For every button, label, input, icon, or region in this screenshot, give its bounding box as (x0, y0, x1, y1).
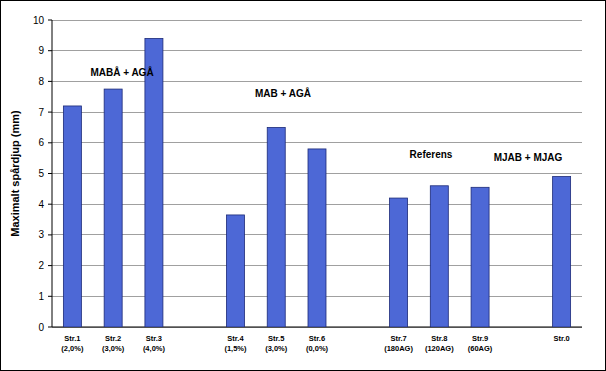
category-label: Str.6(0,0%) (306, 334, 329, 353)
chart: 012345678910Str.1(2,0%)Str.2(3,0%)Str.3(… (0, 0, 606, 371)
category-line: Str.0 (553, 334, 569, 343)
category-line: (3,0%) (265, 344, 288, 353)
grid-line (52, 112, 582, 113)
category-label: Str.5(3,0%) (265, 334, 288, 353)
category-label: Str.3(4,0%) (143, 334, 166, 353)
bar (390, 198, 408, 327)
bar (553, 177, 571, 327)
category-line: Str.4 (227, 334, 244, 343)
bar (308, 149, 326, 327)
category-label: Str.0 (553, 334, 569, 343)
tick-label: 8 (38, 76, 44, 87)
tick-label: 2 (38, 260, 44, 271)
category-line: (2,0%) (61, 344, 84, 353)
tick-label: 10 (33, 15, 45, 26)
tick (48, 81, 52, 82)
category-label: Str.7(180AG) (384, 334, 413, 353)
category-line: (4,0%) (143, 344, 166, 353)
category-label: Str.2(3,0%) (102, 334, 125, 353)
category-line: Str.3 (146, 334, 162, 343)
category-line: Str.2 (105, 334, 121, 343)
category-line: Str.7 (390, 334, 406, 343)
grid-line (52, 142, 582, 143)
tick (48, 204, 52, 205)
bar (267, 127, 285, 327)
category-label: Str.1(2,0%) (61, 334, 84, 353)
tick (48, 20, 52, 21)
bar (145, 38, 163, 327)
category-line: (3,0%) (102, 344, 125, 353)
category-line: Str.1 (64, 334, 80, 343)
tick-label: 3 (38, 229, 44, 240)
annotation: Referens (410, 149, 453, 160)
annotation: MAB + AGÅ (255, 87, 311, 99)
category-line: Str.9 (472, 334, 488, 343)
tick-label: 4 (38, 199, 44, 210)
category-label: Str.4(1,5%) (224, 334, 247, 353)
grid-line (52, 20, 582, 21)
bar (471, 187, 489, 327)
tick-label: 9 (38, 45, 44, 56)
category-line: Str.6 (309, 334, 325, 343)
bar (63, 106, 81, 327)
category-label: Str.8(120AG) (425, 334, 454, 353)
tick (48, 50, 52, 51)
tick (48, 234, 52, 235)
y-axis-label: Maximalt spårdjup (mm) (9, 110, 21, 237)
category-line: (180AG) (384, 344, 413, 353)
tick-label: 0 (38, 322, 44, 333)
bar (226, 215, 244, 327)
tick-label: 1 (38, 291, 44, 302)
grid-line (52, 50, 582, 51)
tick-label: 6 (38, 137, 44, 148)
category-line: Str.5 (268, 334, 284, 343)
bars (63, 38, 570, 327)
tick (48, 142, 52, 143)
category-line: (0,0%) (306, 344, 329, 353)
bar (430, 186, 448, 327)
border (1, 1, 606, 371)
tick (48, 327, 52, 328)
y-axis (52, 20, 53, 327)
tick-label: 5 (38, 168, 44, 179)
tick (48, 265, 52, 266)
category-line: (60AG) (468, 344, 493, 353)
annotation: MABÅ + AGÅ (90, 66, 153, 78)
tick-label: 7 (38, 107, 44, 118)
category-line: Str.8 (431, 334, 447, 343)
annotation: MJAB + MJAG (494, 152, 563, 163)
tick (48, 173, 52, 174)
grid-line (52, 81, 582, 82)
category-line: (1,5%) (224, 344, 247, 353)
tick (48, 112, 52, 113)
tick (48, 296, 52, 297)
bar (104, 89, 122, 327)
category-line: (120AG) (425, 344, 454, 353)
category-label: Str.9(60AG) (468, 334, 493, 353)
